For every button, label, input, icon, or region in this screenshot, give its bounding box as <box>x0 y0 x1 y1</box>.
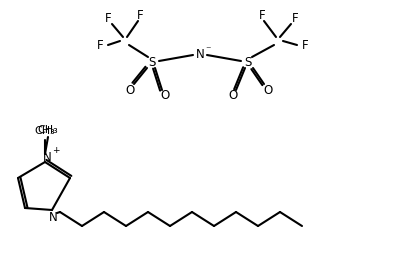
Text: CH₃: CH₃ <box>34 126 55 136</box>
Text: F: F <box>104 11 111 24</box>
Text: O: O <box>160 88 169 101</box>
Text: O: O <box>125 83 134 96</box>
Text: +: + <box>52 146 60 154</box>
Text: F: F <box>301 38 307 51</box>
Text: N: N <box>195 48 204 61</box>
Text: N: N <box>43 151 51 164</box>
Text: O: O <box>228 88 237 101</box>
Text: F: F <box>96 38 103 51</box>
Text: S: S <box>244 55 251 68</box>
Text: CH₃: CH₃ <box>38 125 58 135</box>
Text: S: S <box>148 55 155 68</box>
Text: F: F <box>291 11 298 24</box>
Text: N: N <box>49 211 57 224</box>
Text: ⁻: ⁻ <box>205 45 210 55</box>
Text: F: F <box>136 9 143 22</box>
Text: O: O <box>263 83 272 96</box>
Text: F: F <box>258 9 264 22</box>
